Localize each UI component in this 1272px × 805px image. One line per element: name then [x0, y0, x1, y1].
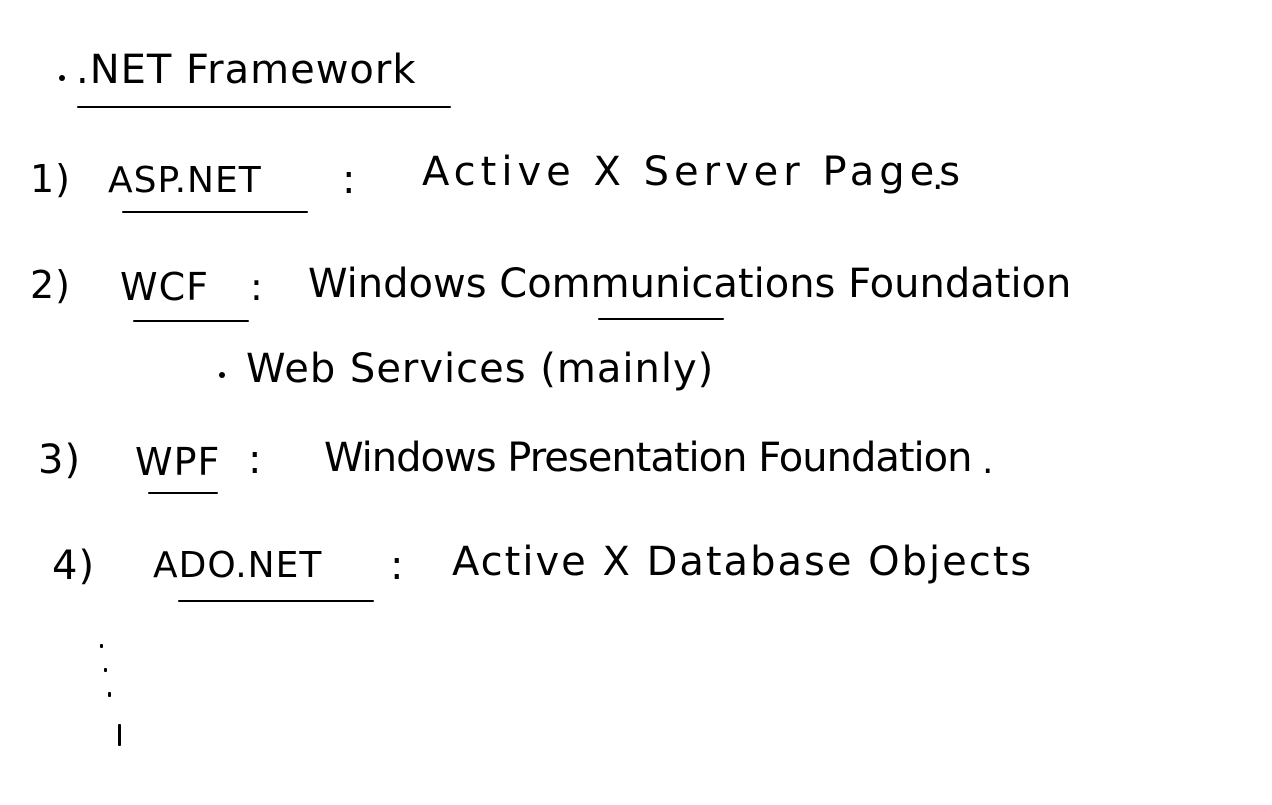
item-4-number: 4)	[52, 543, 96, 589]
item-3-end: .	[982, 441, 995, 482]
item-1-separator: :	[342, 157, 357, 203]
item-2-separator: :	[250, 265, 264, 309]
page-title-underline	[77, 106, 451, 108]
sub-bullet-marker	[219, 372, 225, 378]
item-1-number: 1)	[30, 157, 72, 201]
sub-bullet-text: Web Services (mainly)	[246, 346, 715, 392]
item-1-definition: Active X Server Pages	[422, 149, 966, 195]
item-3-number: 3)	[38, 437, 82, 483]
item-1-term-underline	[122, 211, 308, 213]
item-4-term-underline	[178, 600, 374, 602]
item-1-term: ASP.NET	[108, 160, 262, 201]
item-2-definition: Windows Communications Foundation	[308, 261, 1072, 307]
item-1-end: .	[932, 157, 945, 198]
heading-bullet	[59, 75, 65, 81]
item-3-separator: :	[248, 437, 263, 483]
page-title: .NET Framework	[76, 47, 417, 93]
item-2-definition-underline	[598, 318, 724, 320]
item-4-definition: Active X Database Objects	[452, 539, 1034, 585]
item-3-term: WPF	[135, 440, 221, 484]
continuation-dots	[98, 640, 128, 750]
item-2-term: WCF	[120, 265, 209, 309]
item-2-number: 2)	[30, 263, 72, 307]
item-3-term-underline	[148, 492, 218, 494]
item-4-separator: :	[390, 543, 405, 589]
item-3-definition: Windows Presentation Foundation	[324, 435, 972, 481]
item-2-term-underline	[133, 320, 249, 322]
item-4-term: ADO.NET	[153, 545, 323, 586]
